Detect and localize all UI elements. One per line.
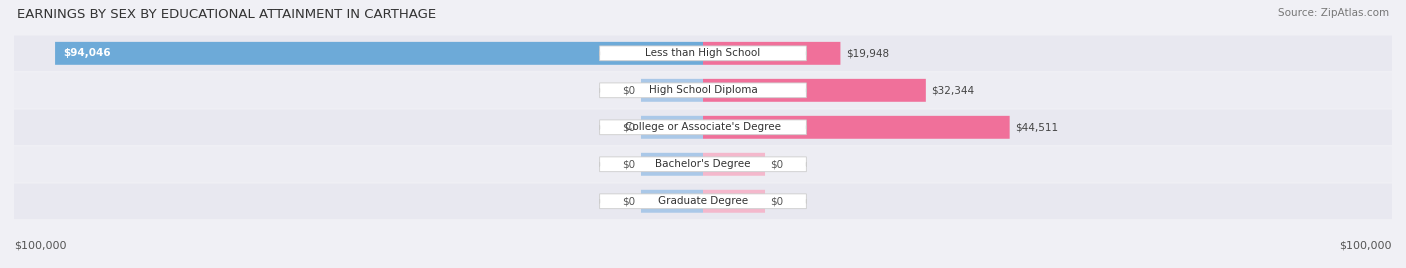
FancyBboxPatch shape (703, 116, 1010, 139)
FancyBboxPatch shape (14, 73, 1392, 108)
Text: $0: $0 (770, 196, 783, 206)
FancyBboxPatch shape (599, 157, 807, 172)
FancyBboxPatch shape (599, 83, 807, 98)
FancyBboxPatch shape (703, 42, 841, 65)
FancyBboxPatch shape (14, 110, 1392, 145)
Text: $0: $0 (623, 196, 636, 206)
FancyBboxPatch shape (641, 190, 703, 213)
Text: High School Diploma: High School Diploma (648, 85, 758, 95)
Text: Bachelor's Degree: Bachelor's Degree (655, 159, 751, 169)
FancyBboxPatch shape (641, 79, 703, 102)
FancyBboxPatch shape (703, 79, 925, 102)
Text: $0: $0 (770, 159, 783, 169)
FancyBboxPatch shape (599, 46, 807, 61)
Text: EARNINGS BY SEX BY EDUCATIONAL ATTAINMENT IN CARTHAGE: EARNINGS BY SEX BY EDUCATIONAL ATTAINMEN… (17, 8, 436, 21)
FancyBboxPatch shape (703, 153, 765, 176)
FancyBboxPatch shape (14, 184, 1392, 219)
FancyBboxPatch shape (641, 116, 703, 139)
Text: Graduate Degree: Graduate Degree (658, 196, 748, 206)
Text: Source: ZipAtlas.com: Source: ZipAtlas.com (1278, 8, 1389, 18)
FancyBboxPatch shape (641, 153, 703, 176)
FancyBboxPatch shape (599, 120, 807, 135)
FancyBboxPatch shape (55, 42, 703, 65)
Text: $100,000: $100,000 (1340, 240, 1392, 250)
Text: $100,000: $100,000 (14, 240, 66, 250)
FancyBboxPatch shape (14, 36, 1392, 71)
Text: $0: $0 (623, 122, 636, 132)
FancyBboxPatch shape (14, 147, 1392, 182)
Text: $32,344: $32,344 (931, 85, 974, 95)
Text: $19,948: $19,948 (846, 48, 889, 58)
FancyBboxPatch shape (703, 190, 765, 213)
Text: $94,046: $94,046 (63, 48, 111, 58)
Text: Less than High School: Less than High School (645, 48, 761, 58)
Text: $0: $0 (623, 85, 636, 95)
Text: $0: $0 (623, 159, 636, 169)
Text: $44,511: $44,511 (1015, 122, 1059, 132)
FancyBboxPatch shape (599, 194, 807, 209)
Text: College or Associate's Degree: College or Associate's Degree (626, 122, 780, 132)
